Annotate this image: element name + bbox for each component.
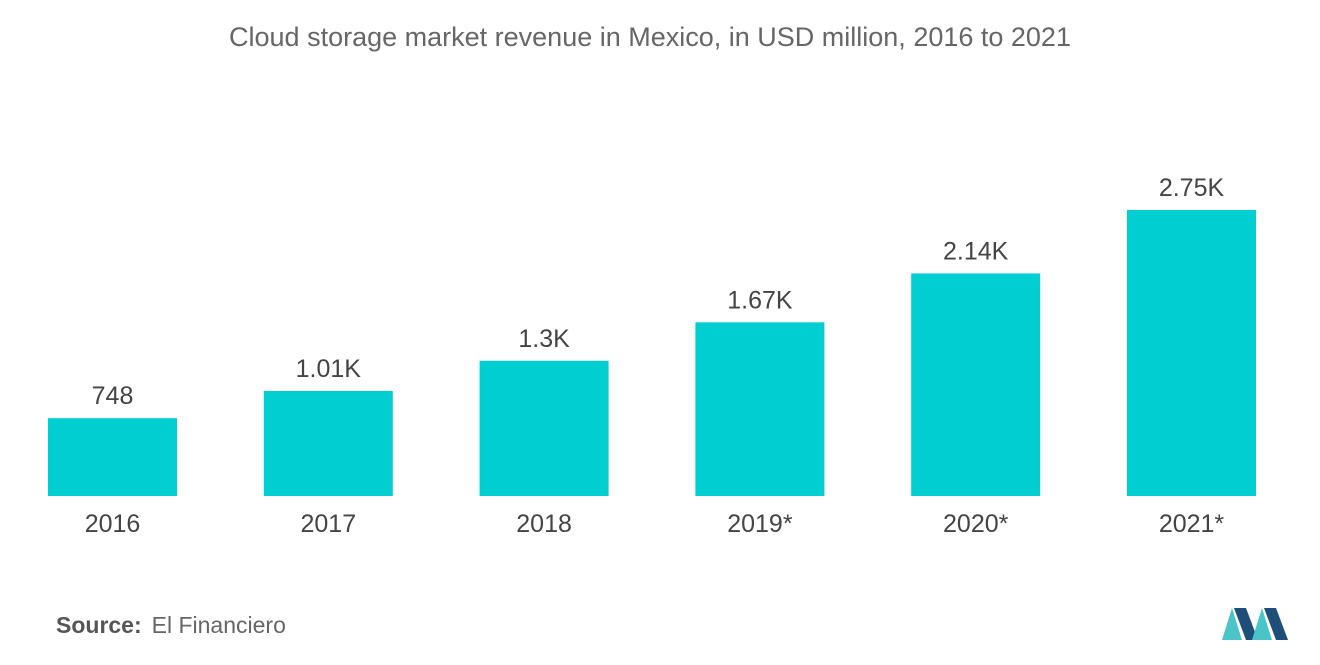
bar-0	[48, 418, 177, 496]
bar-2	[479, 360, 609, 496]
source-text: El Financiero	[151, 612, 286, 638]
source-label: Source:	[56, 612, 142, 638]
chart-title: Cloud storage market revenue in Mexico, …	[229, 22, 1071, 52]
x-tick-label-3: 2019*	[727, 510, 793, 538]
bar-5	[1127, 210, 1256, 496]
data-label-2: 1.3K	[518, 325, 570, 353]
x-tick-label-5: 2021*	[1159, 510, 1225, 538]
bar-chart: 748 2016 1.01K 2017 1.3K 2018 1.67K 2019* 2.14K 2…	[48, 174, 1256, 538]
data-label-5: 2.75K	[1159, 174, 1225, 202]
x-tick-label-4: 2020*	[943, 510, 1009, 538]
mordor-intelligence-logo-icon	[1222, 608, 1288, 640]
bar-3	[695, 322, 825, 496]
bar-1	[263, 390, 393, 496]
source-note: Source: El Financiero	[56, 612, 286, 639]
bar-4	[911, 273, 1041, 496]
x-tick-label-2: 2018	[516, 510, 572, 538]
data-label-0: 748	[92, 382, 134, 410]
data-label-4: 2.14K	[943, 237, 1009, 265]
x-tick-label-1: 2017	[300, 510, 356, 538]
data-label-3: 1.67K	[727, 286, 793, 314]
data-label-1: 1.01K	[296, 355, 362, 383]
x-tick-label-0: 2016	[85, 510, 141, 538]
